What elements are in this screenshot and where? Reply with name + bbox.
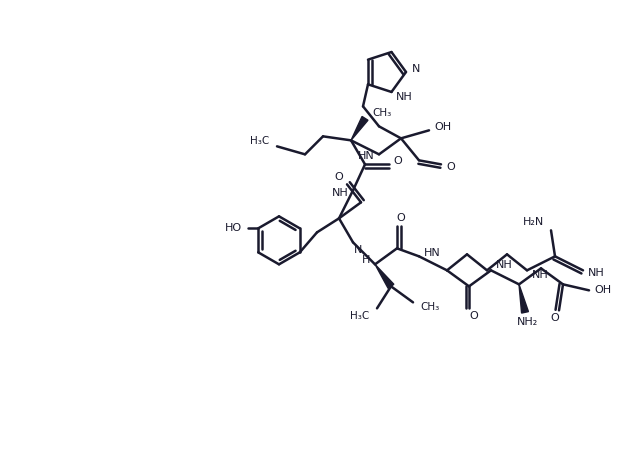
Text: NH: NH xyxy=(532,270,548,280)
Text: HO: HO xyxy=(225,223,242,233)
Text: O: O xyxy=(394,157,403,166)
Polygon shape xyxy=(519,284,529,313)
Text: NH: NH xyxy=(396,92,413,102)
Text: NH₂: NH₂ xyxy=(516,317,538,327)
Text: NH: NH xyxy=(495,260,513,270)
Text: H₃C: H₃C xyxy=(250,136,269,146)
Text: NH: NH xyxy=(332,188,348,198)
Text: H: H xyxy=(362,255,370,266)
Text: O: O xyxy=(335,172,344,182)
Polygon shape xyxy=(375,264,394,289)
Text: HN: HN xyxy=(424,248,440,259)
Text: N: N xyxy=(354,245,362,255)
Text: O: O xyxy=(550,313,559,323)
Text: CH₃: CH₃ xyxy=(372,109,392,118)
Text: O: O xyxy=(397,213,405,223)
Text: OH: OH xyxy=(435,122,452,133)
Text: HN: HN xyxy=(358,151,374,161)
Text: H₂N: H₂N xyxy=(522,217,543,227)
Text: O: O xyxy=(447,162,456,172)
Text: N: N xyxy=(412,64,420,74)
Text: NH: NH xyxy=(588,268,604,278)
Text: H₃C: H₃C xyxy=(350,311,370,321)
Text: OH: OH xyxy=(595,285,612,295)
Polygon shape xyxy=(351,117,368,141)
Text: CH₃: CH₃ xyxy=(420,302,440,313)
Text: O: O xyxy=(470,311,478,321)
